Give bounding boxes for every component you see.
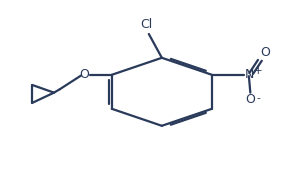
Text: -: -	[256, 94, 260, 104]
Text: O: O	[79, 68, 89, 81]
Text: N: N	[245, 68, 255, 81]
Text: Cl: Cl	[140, 19, 152, 31]
Text: O: O	[245, 94, 255, 106]
Text: O: O	[261, 47, 271, 60]
Text: +: +	[254, 66, 262, 75]
